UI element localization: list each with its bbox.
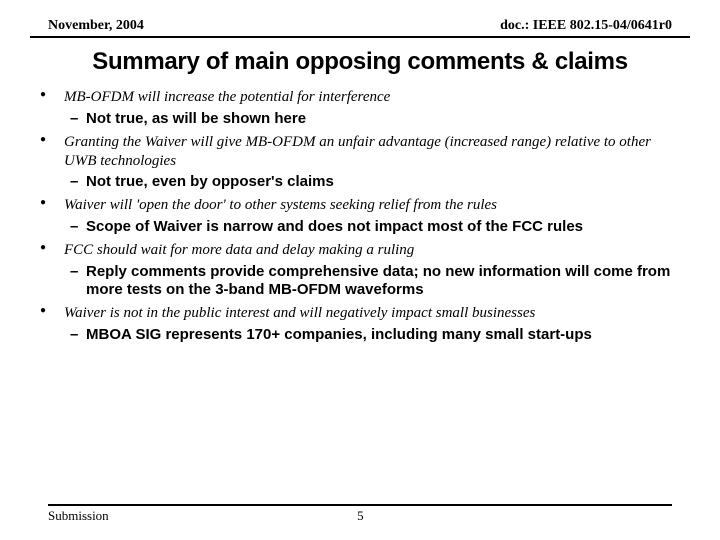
footer-label: Submission	[48, 508, 109, 524]
bullet-list: MB-OFDM will increase the potential for …	[34, 88, 686, 344]
reply-text: Scope of Waiver is narrow and does not i…	[86, 218, 686, 236]
claim-text: MB-OFDM will increase the potential for …	[64, 88, 686, 107]
footer-page: 5	[109, 508, 612, 524]
list-subitem: Not true, as will be shown here	[34, 110, 686, 128]
slide-title: Summary of main opposing comments & clai…	[30, 48, 690, 76]
list-subitem: Reply comments provide comprehensive dat…	[34, 263, 686, 299]
slide-footer: Submission 5	[30, 504, 690, 524]
list-item: Waiver is not in the public interest and…	[34, 304, 686, 323]
footer-rule	[48, 504, 672, 506]
reply-text: Not true, as will be shown here	[86, 110, 686, 128]
reply-text: Reply comments provide comprehensive dat…	[86, 263, 686, 299]
header-date: November, 2004	[48, 18, 144, 34]
list-item: MB-OFDM will increase the potential for …	[34, 88, 686, 107]
list-item: FCC should wait for more data and delay …	[34, 241, 686, 260]
slide-body: MB-OFDM will increase the potential for …	[30, 88, 690, 344]
footer-row: Submission 5	[30, 508, 690, 524]
claim-text: Granting the Waiver will give MB-OFDM an…	[64, 133, 686, 171]
claim-text: FCC should wait for more data and delay …	[64, 241, 686, 260]
reply-text: Not true, even by opposer's claims	[86, 173, 686, 191]
list-subitem: Scope of Waiver is narrow and does not i…	[34, 218, 686, 236]
footer-spacer	[612, 508, 672, 524]
list-subitem: Not true, even by opposer's claims	[34, 173, 686, 191]
claim-text: Waiver will 'open the door' to other sys…	[64, 196, 686, 215]
list-subitem: MBOA SIG represents 170+ companies, incl…	[34, 326, 686, 344]
reply-text: MBOA SIG represents 170+ companies, incl…	[86, 326, 686, 344]
slide-header: November, 2004 doc.: IEEE 802.15-04/0641…	[30, 18, 690, 38]
header-docnum: doc.: IEEE 802.15-04/0641r0	[500, 18, 672, 34]
claim-text: Waiver is not in the public interest and…	[64, 304, 686, 323]
list-item: Granting the Waiver will give MB-OFDM an…	[34, 133, 686, 171]
list-item: Waiver will 'open the door' to other sys…	[34, 196, 686, 215]
